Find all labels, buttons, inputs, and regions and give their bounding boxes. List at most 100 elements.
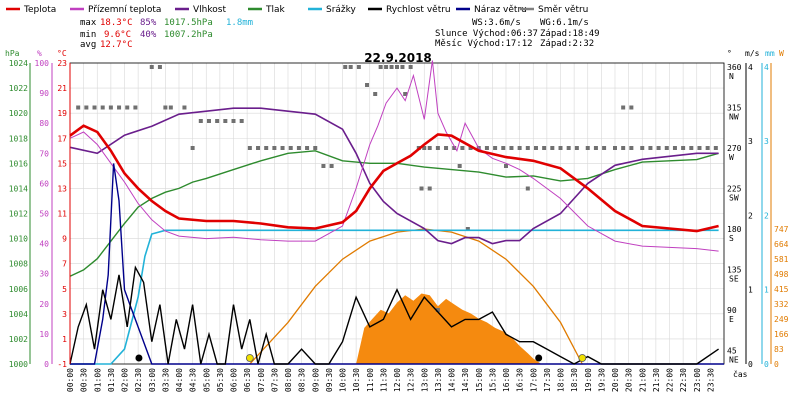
tick-x: 23:00: [693, 368, 702, 392]
wind-direction-point: [313, 146, 318, 150]
tick-x: 08:00: [284, 368, 293, 392]
tick-c: 7: [62, 260, 67, 269]
wind-direction-point: [517, 146, 522, 150]
wind-direction-point: [157, 65, 162, 69]
wind-direction-point: [558, 146, 563, 150]
tick-c: 11: [57, 210, 67, 219]
tick-hpa: 1012: [9, 210, 28, 219]
tick-dir: 90: [727, 306, 737, 315]
tick-x: 03:30: [161, 368, 170, 392]
wind-direction-point: [457, 164, 462, 168]
tick-dir-label: NE: [729, 356, 739, 365]
wind-direction-point: [621, 105, 626, 110]
tick-x: 09:00: [311, 368, 320, 392]
wind-direction-point: [215, 119, 220, 123]
tick-c: 21: [57, 84, 67, 93]
moon-marker: [535, 354, 543, 362]
tick-c: 13: [57, 184, 67, 193]
tick-x: 13:00: [420, 368, 429, 392]
wind-direction-point: [296, 146, 301, 150]
wind-direction-point: [656, 146, 661, 150]
wind-direction-point: [422, 146, 427, 150]
tick-x: 17:30: [543, 368, 552, 392]
tick-x: 16:30: [516, 368, 525, 392]
tick-c: 9: [62, 235, 67, 244]
tick-x: 23:30: [706, 368, 715, 392]
axis-unit-c: °C: [57, 49, 67, 58]
tick-hpa: 1010: [9, 235, 28, 244]
stat-min-hum: 40%: [140, 30, 157, 40]
tick-dir-label: SW: [729, 194, 739, 203]
tick-hpa: 1014: [9, 184, 28, 193]
wind-direction-point: [509, 146, 514, 150]
ws-value: WS:3.6m/s: [472, 18, 521, 28]
tick-dir: 315: [727, 104, 742, 113]
series-temperature: [69, 124, 719, 233]
tick-dir: 45: [727, 347, 737, 356]
wind-direction-point: [117, 105, 122, 110]
wind-direction-point: [427, 186, 432, 191]
tick-x: 14:30: [461, 368, 470, 392]
tick-x: 19:00: [584, 368, 593, 392]
tick-x: 05:00: [202, 368, 211, 392]
wind-direction-point: [697, 146, 702, 150]
tick-pct: 50: [39, 210, 49, 219]
wind-direction-point: [403, 92, 408, 96]
tick-x: 15:00: [475, 368, 484, 392]
stat-min-label: min: [80, 30, 96, 40]
wind-direction-point: [542, 146, 547, 150]
tick-w: 249: [774, 315, 789, 324]
plot-area: [69, 60, 725, 365]
wind-direction-point: [593, 146, 598, 150]
tick-c: 23: [57, 59, 67, 68]
stat-max-pres: 1017.5hPa: [164, 18, 213, 28]
wind-direction-point: [247, 146, 252, 150]
moon-marker: [135, 354, 143, 362]
wind-direction-point: [92, 105, 97, 110]
tick-x: 19:30: [597, 368, 606, 392]
wind-direction-point: [525, 146, 530, 150]
wind-direction-point: [400, 65, 405, 69]
wind-direction-point: [629, 105, 634, 110]
wind-direction-point: [272, 146, 277, 150]
series-pressure: [69, 150, 719, 277]
tick-x: 21:00: [638, 368, 647, 392]
tick-x: 01:30: [107, 368, 116, 392]
wind-direction-point: [664, 146, 669, 150]
tick-x: 20:30: [625, 368, 634, 392]
sun-set: Západ:18:49: [540, 29, 600, 39]
wind-direction-point: [280, 146, 285, 150]
wind-direction-point: [419, 186, 424, 191]
series-humidity: [69, 107, 719, 245]
wind-direction-point: [460, 146, 465, 150]
tick-x: 09:30: [325, 368, 334, 392]
tick-c: 5: [62, 285, 67, 294]
tick-w: 498: [774, 270, 789, 279]
tick-pct: 0: [44, 360, 49, 369]
wind-direction-point: [566, 146, 571, 150]
tick-x: 04:30: [189, 368, 198, 392]
tick-w: 747: [774, 225, 789, 234]
sun-marker: [578, 354, 587, 362]
wind-direction-point: [190, 146, 195, 150]
tick-mm: 1: [764, 286, 769, 295]
tick-pct: 100: [35, 59, 50, 68]
wind-direction-point: [484, 146, 489, 150]
tick-x: 15:30: [488, 368, 497, 392]
tick-c: 17: [57, 134, 67, 143]
wind-direction-point: [648, 146, 653, 150]
tick-x: 11:00: [366, 368, 375, 392]
wind-direction-point: [681, 146, 686, 150]
wind-direction-point: [550, 146, 555, 150]
sun-marker: [245, 354, 254, 362]
tick-pct: 80: [39, 119, 49, 128]
tick-hpa: 1008: [9, 260, 28, 269]
stat-max-label: max: [80, 18, 97, 28]
wind-direction-point: [163, 105, 168, 110]
axis-unit-dir: °: [727, 49, 732, 58]
legend-label-5: Rychlost větru: [386, 5, 451, 15]
stat-avg-temp: 12.7°C: [100, 40, 133, 50]
wind-direction-point: [168, 105, 173, 110]
stat-max-hum: 85%: [140, 18, 157, 28]
